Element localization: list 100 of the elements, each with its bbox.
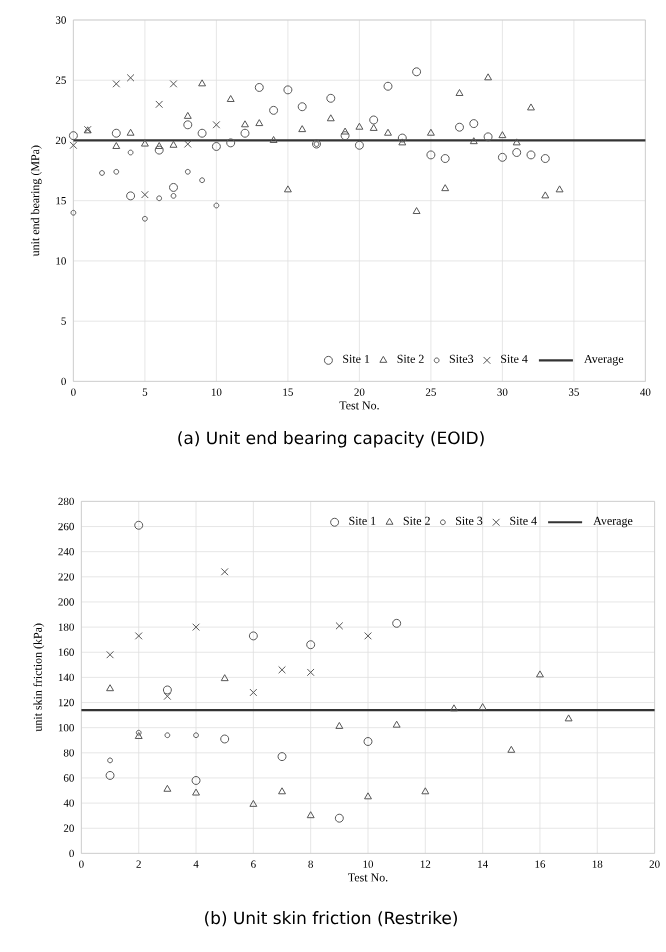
point (283, 85, 293, 95)
point (169, 79, 178, 88)
point (306, 811, 315, 819)
point (164, 732, 170, 739)
point (140, 190, 149, 199)
point (340, 127, 349, 135)
point (497, 152, 507, 162)
point (449, 704, 458, 712)
point (154, 145, 164, 155)
point (440, 184, 449, 192)
point (112, 142, 120, 149)
point (440, 154, 450, 164)
point (183, 140, 192, 148)
point (325, 93, 335, 103)
point (183, 111, 192, 119)
point (468, 119, 478, 129)
point (154, 142, 163, 149)
point (182, 120, 192, 130)
point (191, 623, 200, 631)
point (368, 115, 378, 125)
point (126, 73, 135, 82)
point (134, 632, 143, 640)
point (112, 79, 120, 88)
point (555, 185, 564, 193)
point (268, 105, 278, 115)
point (70, 209, 76, 216)
point (127, 149, 134, 156)
point (426, 150, 436, 160)
point (141, 215, 148, 222)
point (277, 752, 287, 762)
point (426, 128, 435, 136)
point (240, 120, 249, 128)
point (134, 732, 143, 739)
point (69, 141, 77, 150)
point (198, 177, 205, 184)
point (478, 703, 487, 711)
point (113, 168, 119, 175)
text: (b) Unit skin friction (Restrike) (204, 911, 457, 927)
point (363, 737, 373, 746)
point (133, 520, 143, 530)
point (421, 787, 429, 795)
point (98, 170, 105, 176)
point (363, 632, 372, 640)
text: (a) Unit end bearing capacity (EOID) (177, 431, 484, 448)
point (297, 102, 307, 112)
point (507, 745, 515, 753)
point (277, 665, 286, 674)
point (255, 119, 263, 127)
point (512, 138, 521, 146)
point (335, 721, 343, 729)
point (254, 82, 264, 92)
point (106, 757, 113, 764)
point (197, 79, 206, 87)
point (126, 128, 135, 136)
point (297, 125, 306, 133)
point (354, 140, 364, 150)
point (564, 714, 573, 722)
point (240, 128, 250, 138)
point (168, 182, 178, 192)
point (169, 140, 178, 148)
point (197, 128, 207, 138)
point (163, 692, 171, 701)
point (269, 135, 278, 143)
point (191, 776, 201, 785)
point (535, 670, 544, 678)
point (397, 133, 407, 143)
point (170, 192, 177, 199)
point (335, 621, 343, 630)
point (248, 631, 258, 641)
point (213, 202, 219, 209)
point (398, 138, 406, 146)
point (541, 191, 549, 199)
point (540, 154, 550, 164)
point (125, 191, 135, 201)
point (226, 95, 235, 102)
point (162, 685, 172, 695)
point (249, 799, 257, 807)
point (68, 131, 78, 141)
point (411, 67, 421, 77)
point (220, 674, 229, 682)
point (105, 770, 115, 780)
point (140, 139, 149, 147)
point (392, 720, 401, 728)
point (135, 729, 142, 736)
point (219, 734, 229, 744)
point (111, 128, 121, 138)
point (526, 103, 535, 111)
point (220, 567, 229, 576)
point (163, 784, 171, 792)
point (454, 122, 464, 132)
point (105, 684, 114, 692)
point (277, 787, 286, 795)
point (383, 81, 393, 91)
point (526, 150, 536, 160)
point (225, 138, 235, 148)
point (192, 732, 199, 739)
point (391, 618, 401, 628)
point (483, 132, 493, 142)
point (363, 792, 372, 800)
point (483, 73, 492, 81)
